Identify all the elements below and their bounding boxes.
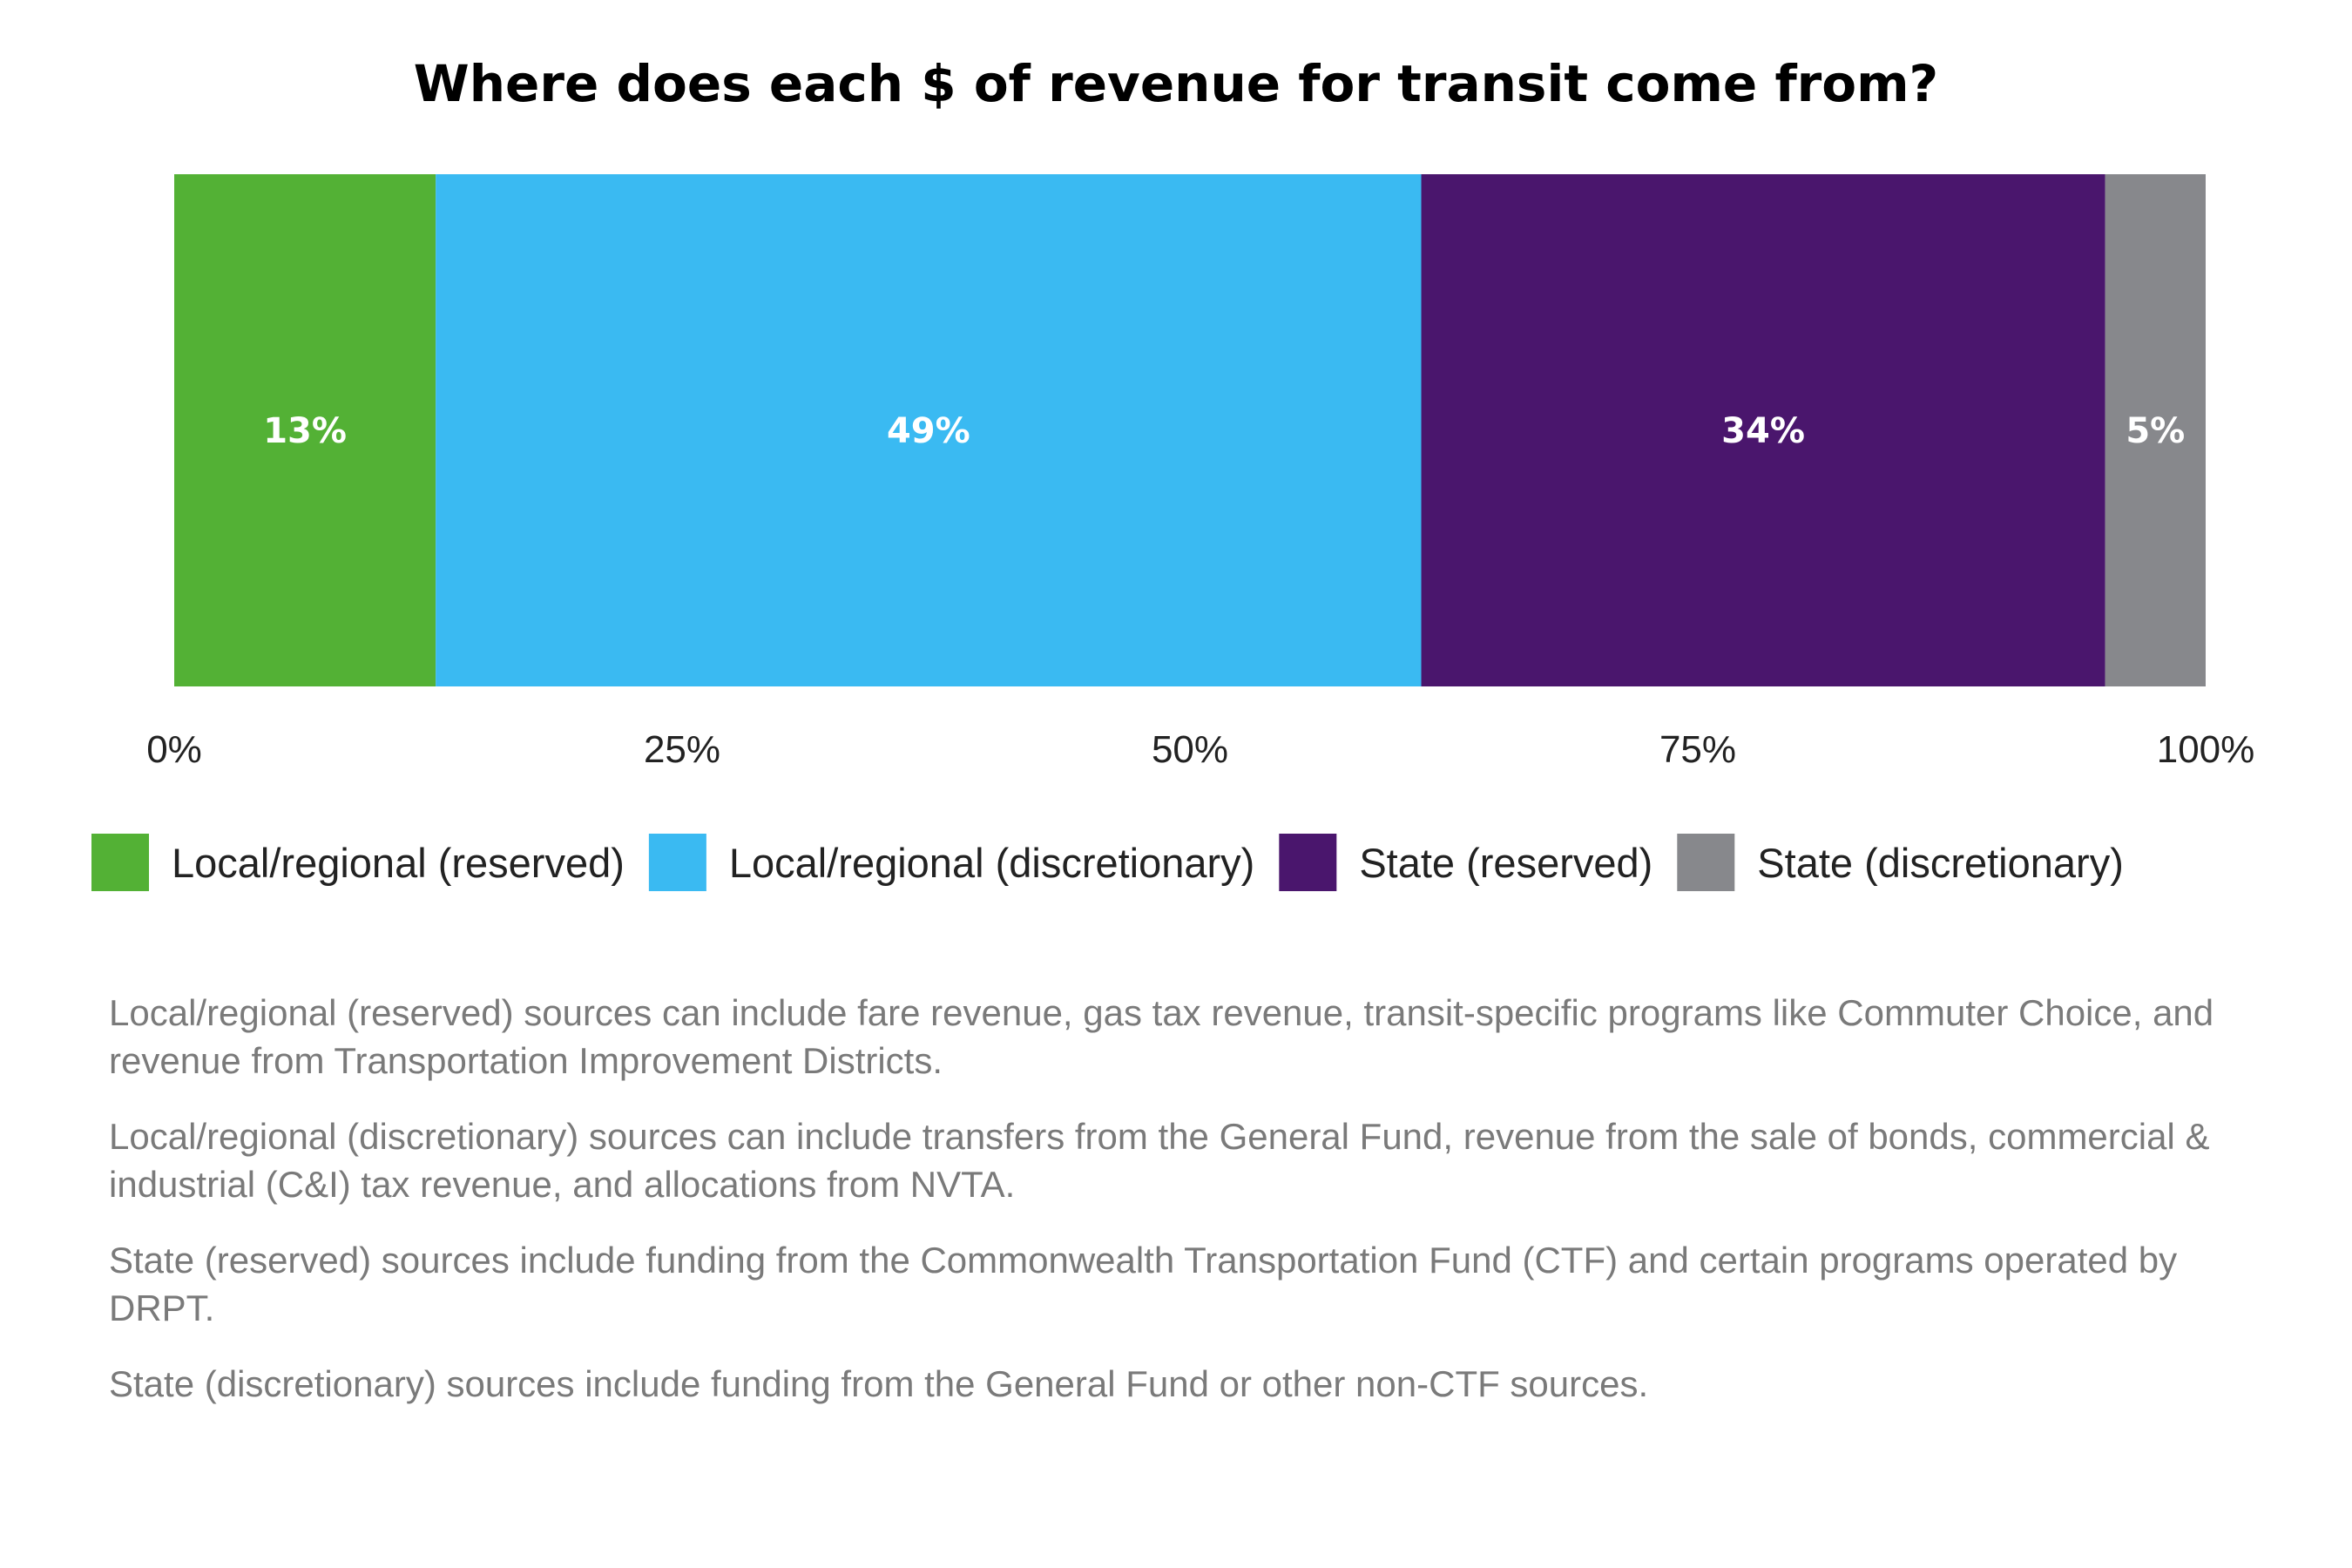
bar-segments: 13% 49% 34% 5% bbox=[174, 174, 2206, 686]
bar-segment-local-regional-discretionary bbox=[436, 174, 1422, 686]
note-local-discretionary: Local/regional (discretionary) sources c… bbox=[109, 1116, 2210, 1205]
x-tick-label: 25% bbox=[644, 728, 720, 771]
notes-section: Local/regional (reserved) sources can in… bbox=[109, 989, 2287, 1436]
bar-segment-local-regional-reserved bbox=[174, 174, 436, 686]
legend-swatch-local-regional-discretionary bbox=[648, 834, 706, 891]
legend-label-state-reserved: State (reserved) bbox=[1359, 840, 1652, 886]
legend: Local/regional (reserved) Local/regional … bbox=[91, 834, 2124, 891]
x-tick-label: 75% bbox=[1659, 728, 1736, 771]
x-tick-label: 50% bbox=[1152, 728, 1228, 771]
legend-swatch-state-discretionary bbox=[1677, 834, 1735, 891]
bar-segment-state-reserved bbox=[1421, 174, 2105, 686]
legend-swatch-local-regional-reserved bbox=[91, 834, 149, 891]
legend-label-local-regional-reserved: Local/regional (reserved) bbox=[172, 840, 625, 886]
data-label-state-reserved: 34% bbox=[1721, 411, 1805, 451]
stacked-bar-chart: 13% 49% 34% 5% 0% 25% 50% 75% 100% Local/region… bbox=[91, 174, 2254, 891]
legend-swatch-state-reserved bbox=[1279, 834, 1337, 891]
x-tick-label: 0% bbox=[146, 728, 202, 771]
chart-title: Where does each $ of revenue for transit… bbox=[413, 54, 1939, 113]
x-axis-ticks: 0% 25% 50% 75% 100% bbox=[146, 728, 2254, 771]
bar-segment-state-discretionary bbox=[2105, 174, 2206, 686]
legend-label-state-discretionary: State (discretionary) bbox=[1757, 840, 2124, 886]
note-state-discretionary: State (discretionary) sources include fu… bbox=[109, 1363, 1649, 1404]
note-state-reserved: State (reserved) sources include funding… bbox=[109, 1240, 2178, 1328]
data-label-local-regional-reserved: 13% bbox=[263, 411, 347, 451]
note-local-reserved: Local/regional (reserved) sources can in… bbox=[109, 992, 2214, 1081]
data-label-local-regional-discretionary: 49% bbox=[887, 411, 970, 451]
data-label-state-discretionary: 5% bbox=[2126, 411, 2185, 451]
x-tick-label: 100% bbox=[2157, 728, 2255, 771]
legend-label-local-regional-discretionary: Local/regional (discretionary) bbox=[729, 840, 1254, 886]
